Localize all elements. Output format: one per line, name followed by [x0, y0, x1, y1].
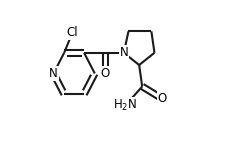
Text: N: N: [49, 67, 58, 80]
Text: O: O: [101, 67, 110, 80]
Text: O: O: [157, 92, 167, 105]
Text: N: N: [119, 46, 128, 59]
Text: H$_2$N: H$_2$N: [113, 98, 137, 113]
Text: Cl: Cl: [67, 26, 78, 39]
